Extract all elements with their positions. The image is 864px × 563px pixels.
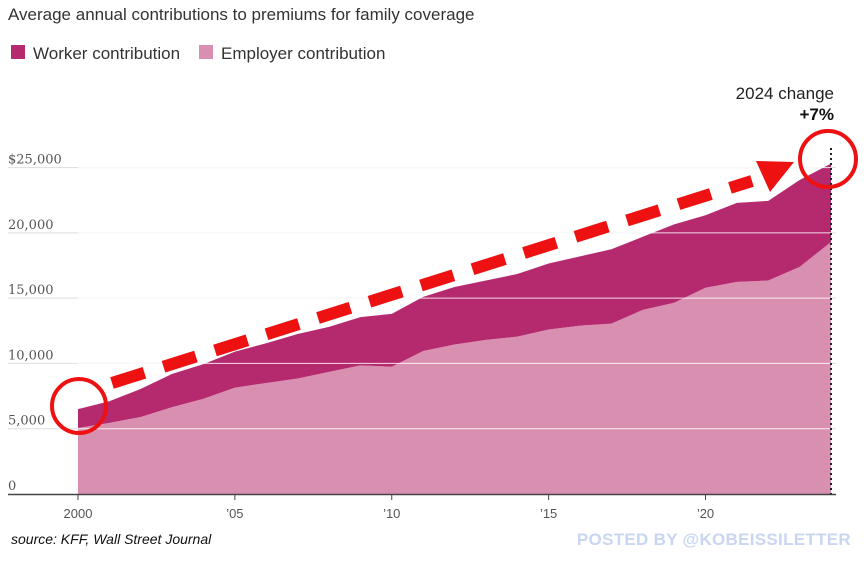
chart-title: Average annual contributions to premiums… xyxy=(8,5,474,24)
x-tick-label: ’05 xyxy=(226,506,243,521)
y-tick-label: 15,000 xyxy=(8,283,54,298)
trend-arrow-line xyxy=(110,175,754,389)
source-note: source: KFF, Wall Street Journal xyxy=(11,531,212,547)
x-axis-ticks: 2000 ’05 ’10 ’15 ’20 xyxy=(64,494,714,521)
x-tick-label: ’10 xyxy=(383,506,400,521)
change-label: 2024 change xyxy=(736,84,834,103)
legend: Worker contribution Employer contributio… xyxy=(11,44,385,63)
trend-arrow-head xyxy=(756,161,794,192)
area-series xyxy=(78,163,831,494)
area-worker xyxy=(78,163,831,429)
trend-overlay xyxy=(50,129,858,435)
y-tick-label: 5,000 xyxy=(8,414,45,429)
x-tick-label: ’15 xyxy=(540,506,557,521)
x-tick-label: ’20 xyxy=(697,506,714,521)
y-tick-label: 10,000 xyxy=(8,348,54,363)
watermark: POSTED BY @KOBEISSILETTER xyxy=(577,530,851,549)
area-employer xyxy=(78,242,831,494)
legend-swatch-employer xyxy=(199,45,213,59)
start-highlight-circle xyxy=(50,377,108,435)
x-tick-label: 2000 xyxy=(64,506,93,521)
change-value: +7% xyxy=(800,105,835,124)
y-tick-label: 0 xyxy=(8,479,16,494)
legend-label-employer: Employer contribution xyxy=(221,44,385,63)
y-tick-label: $25,000 xyxy=(8,153,62,168)
legend-swatch-worker xyxy=(11,45,25,59)
y-tick-label: 20,000 xyxy=(8,218,54,233)
y-axis-ticks: 0 5,000 10,000 15,000 20,000 $25,000 xyxy=(8,153,62,494)
end-highlight-circle xyxy=(798,129,858,189)
legend-label-worker: Worker contribution xyxy=(33,44,180,63)
